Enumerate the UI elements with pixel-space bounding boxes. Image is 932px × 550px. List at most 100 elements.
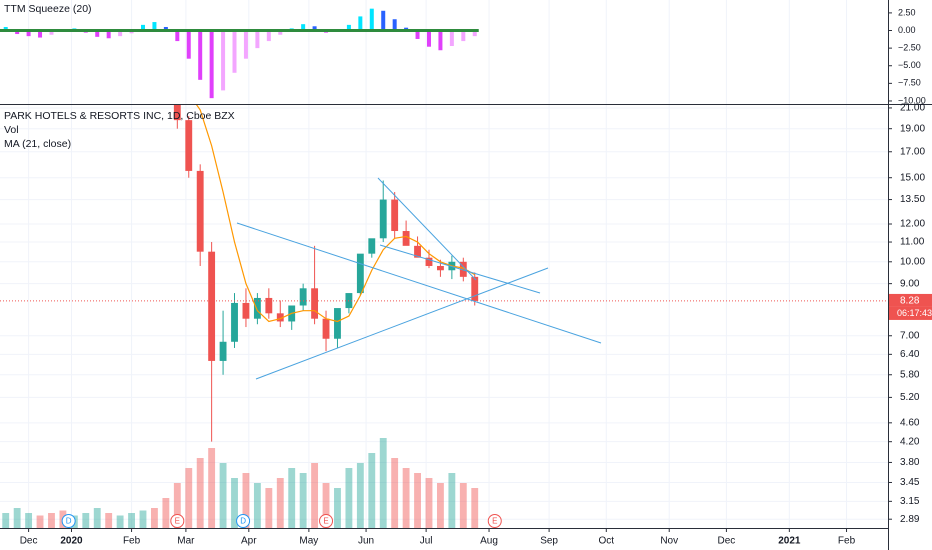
histogram-bar — [301, 24, 306, 31]
x-tick-label: Apr — [241, 536, 257, 547]
histogram-bar — [186, 30, 191, 59]
candle-body — [265, 297, 273, 314]
x-tick-label: Oct — [599, 536, 615, 547]
candle-body — [185, 120, 193, 171]
y-tick-label: −5.00 — [898, 60, 921, 70]
x-tick-label: Jul — [420, 536, 433, 547]
volume-bar — [322, 483, 330, 528]
volume-bar — [459, 483, 467, 528]
histogram-bar — [140, 24, 145, 31]
volume-bar — [185, 468, 193, 528]
event-marker — [61, 514, 76, 528]
x-tick-label: 2020 — [60, 536, 83, 547]
volume-bar — [105, 513, 113, 528]
histogram-bar — [381, 10, 386, 31]
y-tick-label: 0.00 — [898, 25, 916, 35]
x-tick-label: Dec — [20, 536, 38, 547]
y-tick-label: 15.00 — [900, 172, 925, 183]
candle-body — [208, 251, 216, 361]
histogram-bar — [461, 30, 466, 42]
volume-bar — [402, 468, 410, 528]
x-tick-label: Feb — [838, 536, 856, 547]
volume-bar — [231, 478, 238, 528]
histogram-bar — [175, 30, 180, 42]
volume-bar — [208, 448, 216, 528]
event-marker — [487, 514, 502, 528]
histogram-bar — [118, 30, 123, 37]
candle-body — [219, 341, 227, 361]
y-tick-label: −10.00 — [898, 95, 926, 105]
histogram-bar — [221, 30, 226, 91]
x-tick-label: Dec — [718, 536, 736, 547]
histogram-bar — [38, 30, 43, 38]
x-tick-label: Sep — [540, 536, 558, 547]
trend-line — [379, 244, 541, 294]
candle-body — [242, 302, 250, 319]
volume-bar — [48, 513, 55, 528]
candle-body — [425, 257, 433, 266]
x-tick-label: Mar — [177, 536, 195, 547]
y-tick-label: 7.00 — [900, 330, 920, 341]
volume-bar — [82, 513, 90, 528]
histogram-bar — [209, 30, 214, 99]
y-tick-label: −2.50 — [898, 42, 921, 52]
histogram-bar — [255, 30, 260, 49]
histogram-bar — [312, 26, 317, 31]
candle-body — [173, 105, 181, 121]
indicator-title: TTM Squeeze (20) — [4, 3, 92, 15]
y-tick-label: 2.89 — [900, 514, 920, 525]
volume-bar — [471, 488, 479, 528]
y-tick-label: 12.00 — [900, 219, 925, 230]
histogram-bar — [278, 30, 283, 35]
histogram-bar — [392, 19, 397, 31]
event-label: D — [66, 517, 72, 526]
candle-body — [196, 170, 204, 252]
histogram-bar — [49, 30, 54, 35]
y-tick-label: 11.00 — [900, 237, 925, 248]
candle-body — [368, 238, 376, 254]
volume-bar — [334, 488, 341, 528]
volume-bar — [414, 473, 421, 528]
volume-bar — [299, 473, 307, 528]
legend-entry: Vol — [4, 124, 19, 136]
volume-bar — [448, 473, 456, 528]
candle-body — [414, 245, 421, 258]
histogram-bar — [15, 30, 20, 35]
event-label: E — [323, 517, 328, 526]
histogram-bar — [26, 30, 31, 37]
candle-body — [471, 276, 479, 301]
histogram-bar — [415, 30, 420, 39]
volume-bar — [196, 458, 204, 528]
volume-bar — [25, 513, 33, 528]
histogram-bar — [232, 30, 237, 73]
candle-body — [253, 297, 261, 319]
chart-title: PARK HOTELS & RESORTS INC, 1D, Cboe BZX — [4, 110, 235, 122]
axes: 21.00 19.00 17.00 15.00 13.50 12.00 11.00 10.00… — [20, 7, 932, 547]
y-tick-label: 17.00 — [900, 146, 925, 157]
y-tick-label: 3.80 — [900, 457, 920, 468]
x-tick-label: 2021 — [778, 536, 801, 547]
candle-body — [311, 288, 319, 319]
event-label: D — [240, 517, 246, 526]
y-tick-label: 10.00 — [900, 256, 925, 267]
volume-bar — [356, 463, 364, 528]
x-tick-label: Feb — [123, 536, 141, 547]
candle-body — [379, 199, 387, 239]
volume-bar — [2, 513, 10, 528]
trend-line — [236, 222, 602, 344]
candle-body — [402, 231, 410, 246]
histogram-bar — [369, 8, 374, 31]
volume-bar — [425, 478, 433, 528]
x-tick-label: Nov — [660, 536, 678, 547]
last-price-badge — [889, 293, 932, 307]
volume-bar — [128, 513, 135, 528]
y-tick-label: 5.20 — [900, 392, 920, 403]
volume-bar — [253, 483, 261, 528]
histogram-bar — [152, 22, 157, 31]
event-marker — [236, 514, 251, 528]
price-layer — [0, 105, 888, 442]
volume-bar — [219, 463, 227, 528]
volume-bar — [276, 478, 284, 528]
event-marker — [319, 514, 334, 528]
countdown-badge — [889, 306, 932, 320]
